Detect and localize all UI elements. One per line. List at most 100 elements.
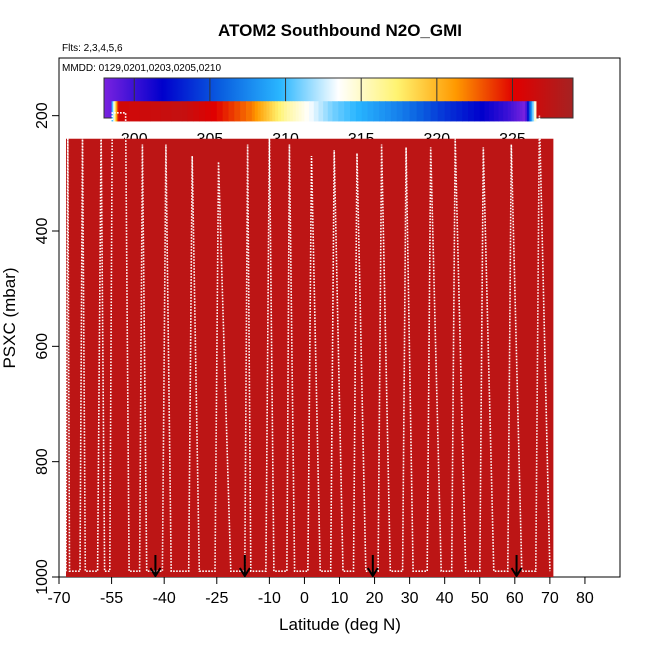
heatmap-cell	[350, 101, 357, 122]
heatmap-cell	[510, 101, 515, 122]
heatmap-cell	[283, 101, 288, 122]
heatmap-cell	[373, 101, 380, 122]
heatmap-cell	[390, 101, 398, 122]
heatmap-cell	[257, 101, 262, 122]
heatmap-cell	[534, 101, 537, 122]
heatmap-cell	[205, 101, 212, 122]
x-tick-label: -40	[153, 590, 176, 607]
heatmap-cell	[112, 101, 115, 122]
heatmap-cell	[181, 101, 189, 122]
heatmap-cell	[402, 101, 411, 122]
heatmap-cell	[385, 101, 392, 122]
y-tick-label: 200	[34, 102, 51, 129]
heatmap-cell	[254, 101, 259, 122]
heatmap-cell	[437, 101, 446, 122]
heatmap-cell	[507, 101, 512, 122]
x-tick-label: 10	[331, 590, 349, 607]
heatmap-cell	[313, 101, 320, 122]
heatmap-cell	[295, 101, 300, 122]
x-axis-label: Latitude (deg N)	[279, 615, 401, 634]
heatmap-cell	[116, 101, 119, 122]
heatmap-cell	[228, 101, 235, 122]
dates-label: MMDD: 0129,0201,0203,0205,0210	[62, 63, 221, 74]
heatmap-cell	[444, 101, 452, 122]
heatmap-cell	[327, 101, 334, 122]
heatmap-cell	[332, 101, 339, 122]
x-tick-label: -25	[205, 590, 228, 607]
heatmap-cell	[309, 101, 315, 122]
heatmap-cell	[522, 101, 526, 122]
heatmap-cell	[115, 101, 117, 122]
heatmap-cell	[525, 101, 528, 122]
heatmap-cell	[260, 101, 265, 122]
y-axis-label: PSXC (mbar)	[0, 267, 19, 368]
heatmap-cell	[269, 101, 273, 122]
heatmap-cell	[516, 101, 521, 122]
heatmap-cell	[289, 101, 294, 122]
heatmap-cell	[281, 101, 285, 122]
heatmap-cell	[272, 101, 276, 122]
chart-title: ATOM2 Southbound N2O_GMI	[218, 21, 462, 40]
heatmap-cell	[171, 101, 183, 122]
heatmap-cell	[450, 101, 457, 122]
x-tick-label: 40	[436, 590, 454, 607]
y-tick-label: 800	[34, 448, 51, 475]
heatmap-cell	[462, 101, 469, 122]
arrow-head	[238, 567, 251, 577]
heatmap-cell	[234, 101, 241, 122]
heatmap-cell	[361, 101, 369, 122]
heatmap-cell	[118, 101, 130, 122]
flight-track	[65, 112, 551, 573]
heatmap-cell	[396, 101, 404, 122]
heatmap-cell	[528, 101, 532, 122]
heatmap-cell	[355, 101, 363, 122]
heatmap-cell	[498, 101, 504, 122]
heatmap-cell	[160, 101, 172, 122]
heatmap-cell	[286, 101, 291, 122]
heatmap-cell	[111, 101, 114, 122]
x-tick-label: 60	[506, 590, 524, 607]
heatmap-cell	[468, 101, 475, 122]
heatmap-cell	[367, 101, 374, 122]
arrow-head	[366, 567, 379, 577]
heatmap-cell	[489, 101, 495, 122]
heatmap-cell	[275, 101, 279, 122]
arrow-head	[149, 567, 162, 577]
heatmap-cell	[113, 101, 116, 122]
heatmap-cell	[484, 101, 490, 122]
arrow-head	[510, 567, 523, 577]
heatmap-cell	[251, 101, 256, 122]
heatmap-cell	[532, 101, 535, 122]
heatmap-cell	[493, 101, 500, 122]
heatmap-cell	[323, 101, 329, 122]
heatmap-cell	[222, 101, 230, 122]
x-tick-label: -10	[258, 590, 281, 607]
y-tick-label: 600	[34, 333, 51, 360]
x-tick-label: 30	[401, 590, 419, 607]
x-tick-label: 0	[300, 590, 309, 607]
heatmap-cell	[187, 101, 195, 122]
heatmap-cell	[298, 101, 303, 122]
x-tick-label: 70	[541, 590, 559, 607]
x-tick-label: -70	[47, 590, 70, 607]
heatmap-background	[66, 138, 554, 577]
x-tick-label: -55	[100, 590, 123, 607]
heatmap-cell	[473, 101, 481, 122]
heatmap-cell	[193, 101, 200, 122]
x-tick-label: 80	[576, 590, 594, 607]
heatmap-cell	[139, 101, 151, 122]
heatmap-cell	[301, 101, 306, 122]
heatmap-cell	[129, 101, 141, 122]
heatmap-cell	[246, 101, 253, 122]
heatmap-cell	[513, 101, 518, 122]
heatmap-cell	[278, 101, 282, 122]
heatmap-cell	[240, 101, 247, 122]
heatmap-cell	[527, 101, 530, 122]
heatmap-cell	[503, 101, 509, 122]
heatmap-cell	[519, 101, 524, 122]
heatmap-cell	[423, 101, 432, 122]
y-axis: 200 400 600 800 1000	[34, 102, 59, 595]
x-tick-label: 50	[471, 590, 489, 607]
heatmap-cell	[266, 101, 270, 122]
heatmap-cell	[318, 101, 324, 122]
